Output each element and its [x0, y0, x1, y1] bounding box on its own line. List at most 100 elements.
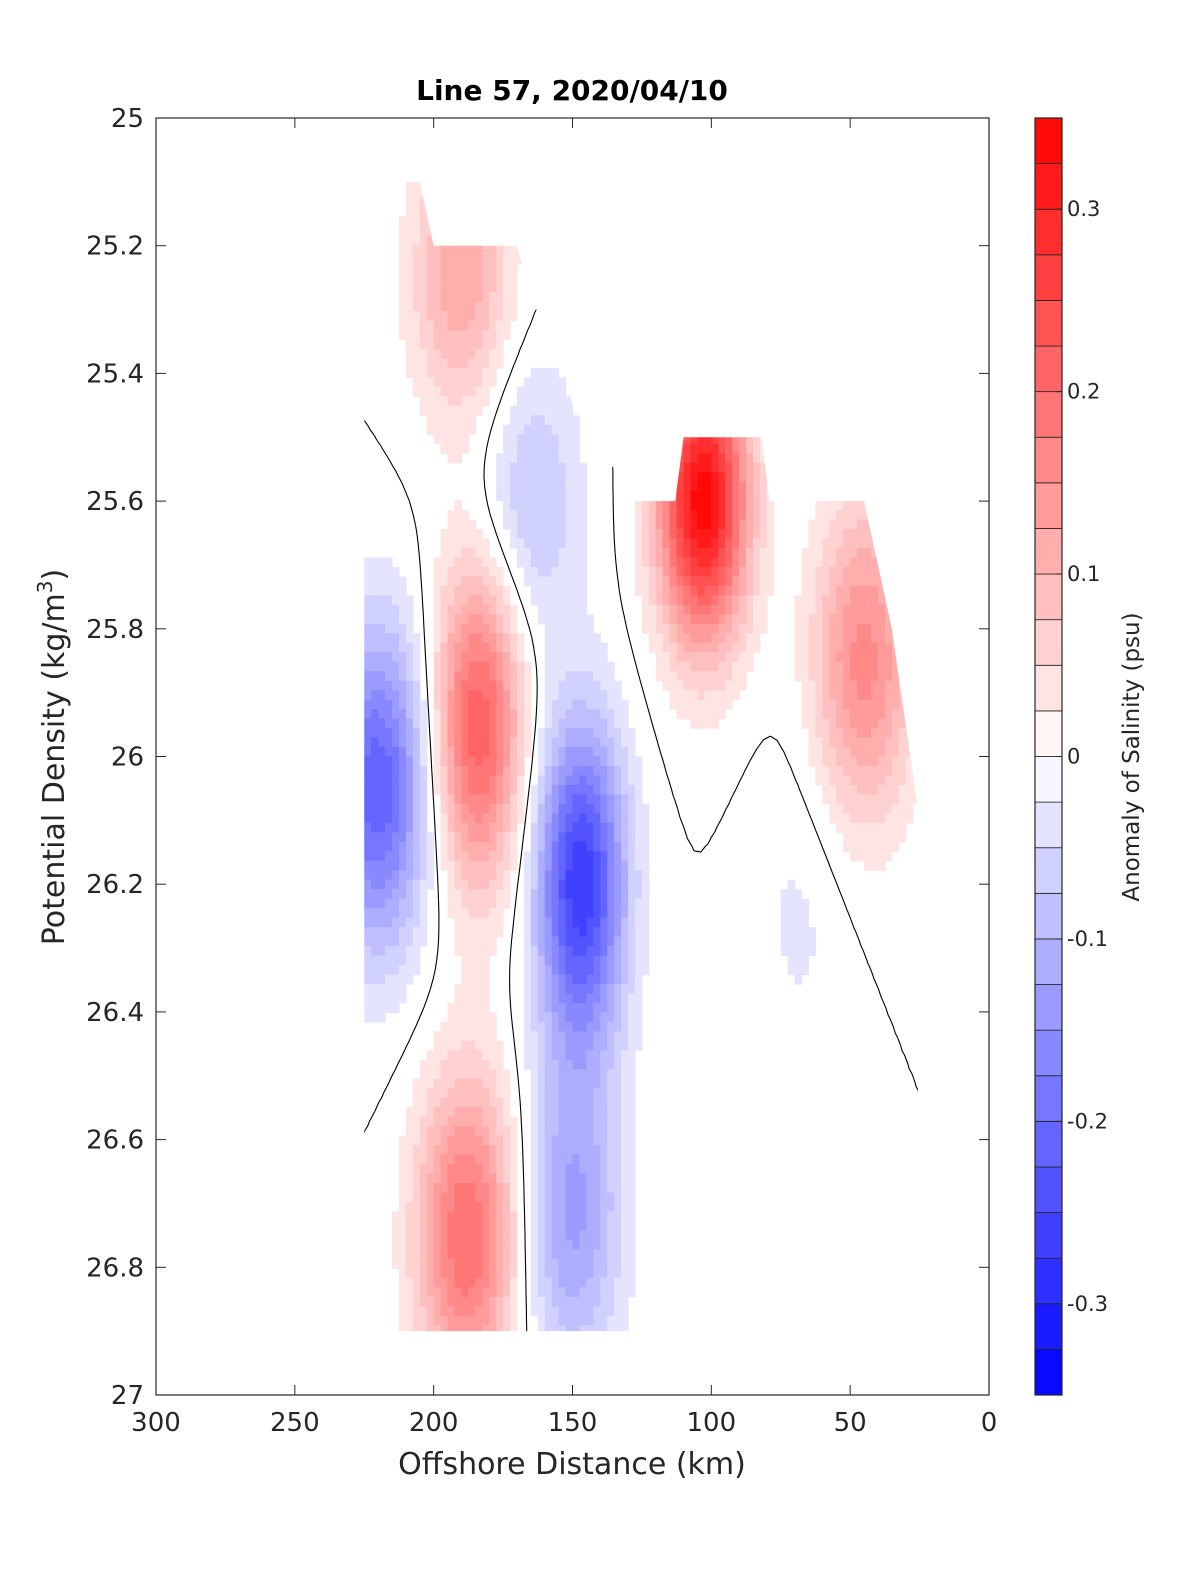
field-cell [419, 728, 428, 739]
field-cell [864, 832, 872, 843]
field-cell [586, 1059, 594, 1070]
field-cell [808, 614, 817, 625]
field-cell [815, 775, 823, 786]
field-cell [739, 519, 747, 530]
field-cell [496, 1050, 504, 1061]
field-cell [572, 1230, 581, 1241]
field-cell [704, 671, 712, 682]
field-cell [891, 690, 900, 701]
field-cell [364, 557, 372, 568]
field-cell [558, 1173, 567, 1184]
field-cell [551, 955, 560, 966]
field-cell [641, 538, 650, 549]
field-cell [364, 965, 372, 976]
field-cell [378, 633, 386, 644]
field-cell [850, 737, 858, 748]
field-cell [405, 955, 414, 966]
field-cell [419, 898, 428, 909]
field-cell [586, 822, 594, 833]
field-cell [364, 879, 372, 890]
field-cell [482, 1306, 490, 1317]
field-cell [697, 661, 705, 672]
field-cell [600, 974, 608, 985]
field-cell [454, 415, 463, 426]
field-cell [607, 756, 615, 767]
field-cell [808, 661, 817, 672]
field-cell [496, 718, 504, 729]
field-cell [579, 661, 587, 672]
field-cell [558, 1296, 567, 1307]
field-cell [503, 728, 511, 739]
field-cell [419, 860, 428, 871]
field-cell [482, 1097, 490, 1108]
field-cell [364, 936, 372, 947]
field-cell [558, 529, 567, 540]
field-cell [655, 557, 664, 568]
field-cell [433, 263, 442, 274]
field-cell [398, 946, 407, 957]
field-cell [586, 1296, 594, 1307]
field-cell [836, 642, 844, 653]
field-cell [544, 955, 553, 966]
field-cell [600, 870, 608, 881]
field-cell [794, 917, 803, 928]
field-cell [558, 993, 567, 1004]
field-cell [628, 1040, 636, 1051]
field-cell [586, 1192, 594, 1203]
field-cell [586, 1173, 594, 1184]
field-cell [475, 405, 483, 416]
field-cell [593, 652, 601, 663]
field-cell [621, 803, 629, 814]
field-cell [489, 1107, 497, 1118]
field-cell [364, 747, 372, 758]
field-cell [669, 500, 678, 511]
field-cell [454, 405, 463, 416]
field-cell [475, 737, 483, 748]
field-cell [572, 1040, 581, 1051]
field-cell [510, 538, 518, 549]
field-cell [836, 529, 844, 540]
field-cell [392, 671, 400, 682]
field-cell [857, 737, 865, 748]
field-cell [857, 661, 865, 672]
field-cell [551, 1164, 560, 1175]
field-cell [433, 661, 442, 672]
field-cell [412, 822, 421, 833]
field-cell [468, 614, 476, 625]
field-cell [607, 860, 615, 871]
field-cell [489, 1277, 497, 1288]
field-cell [739, 642, 747, 653]
field-cell [468, 1201, 476, 1213]
field-cell [634, 803, 643, 814]
field-cell [440, 396, 449, 407]
field-cell [530, 803, 539, 814]
field-cell [718, 462, 726, 473]
field-cell [496, 348, 504, 360]
field-cell [454, 595, 463, 606]
field-cell [558, 1325, 567, 1332]
field-cell [461, 1050, 469, 1061]
field-cell [544, 756, 553, 767]
field-cell [398, 1249, 407, 1260]
field-cell [461, 1325, 469, 1332]
field-cell [864, 671, 872, 682]
field-cell [482, 273, 490, 284]
field-cell [405, 870, 414, 881]
field-cell [454, 936, 463, 947]
field-cell [496, 908, 504, 919]
field-cell [725, 576, 733, 587]
field-cell [412, 282, 421, 293]
field-cell [461, 983, 469, 995]
field-cell [475, 889, 483, 900]
field-cell [621, 1040, 629, 1051]
field-cell [718, 671, 726, 682]
field-cell [440, 358, 449, 369]
field-cell [586, 747, 594, 758]
field-cell [572, 614, 581, 625]
field-cell [704, 462, 712, 473]
field-cell [579, 1201, 587, 1213]
field-cell [593, 889, 601, 900]
field-cell [544, 500, 553, 511]
field-cell [836, 510, 844, 521]
field-cell [669, 680, 678, 691]
